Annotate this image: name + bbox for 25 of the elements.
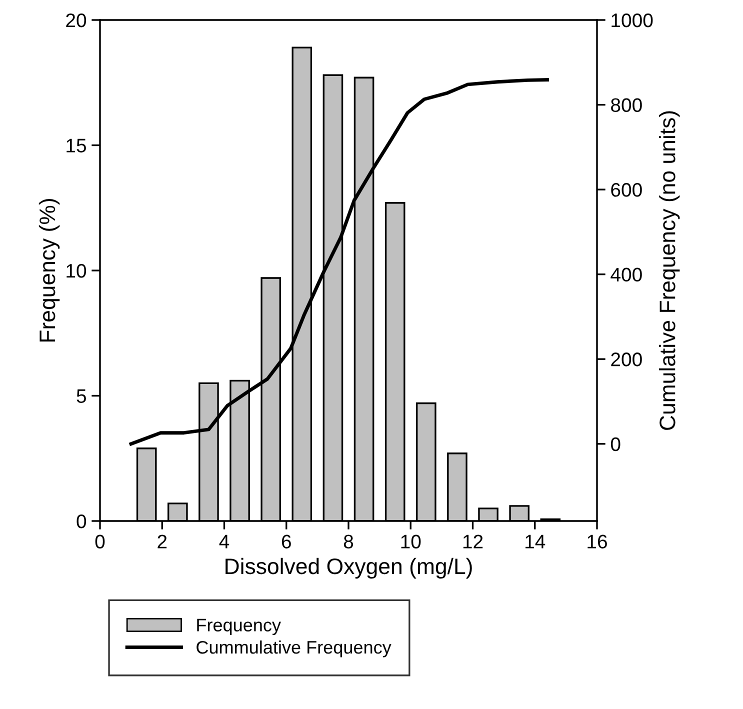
legend-label: Cummulative Frequency [196,640,392,658]
y2-tick-label: 800 [611,98,642,112]
y-axis-title: Frequency (%) [38,199,60,342]
x-tick-label: 10 [401,534,421,548]
x-tick-label: 6 [282,534,291,548]
x-tick-label: 8 [344,534,354,548]
y2-tick-label: 1000 [612,13,653,28]
x-tick-label: 12 [463,534,483,548]
y-tick-label: 0 [76,514,86,528]
y2-tick-label: 400 [610,268,642,282]
y2-tick-label: 600 [611,183,642,197]
x-tick-label: 4 [219,534,230,548]
y2-axis-title: Cumulative Frequency (no units) [659,111,680,430]
x-tick-label: 14 [526,534,546,548]
x-tick-label: 0 [95,534,105,548]
y2-tick-label: 200 [611,352,642,366]
x-axis-title: Dissolved Oxygen (mg/L) [226,558,472,579]
legend-label: Frequency [197,618,281,636]
y-tick-label: 10 [66,264,86,278]
x-tick-label: 16 [588,534,607,548]
y-tick-label: 15 [66,138,86,152]
x-tick-label: 2 [158,534,167,548]
y2-tick-label: 0 [610,437,620,452]
y-tick-label: 20 [66,13,86,28]
y-tick-label: 5 [76,389,86,403]
